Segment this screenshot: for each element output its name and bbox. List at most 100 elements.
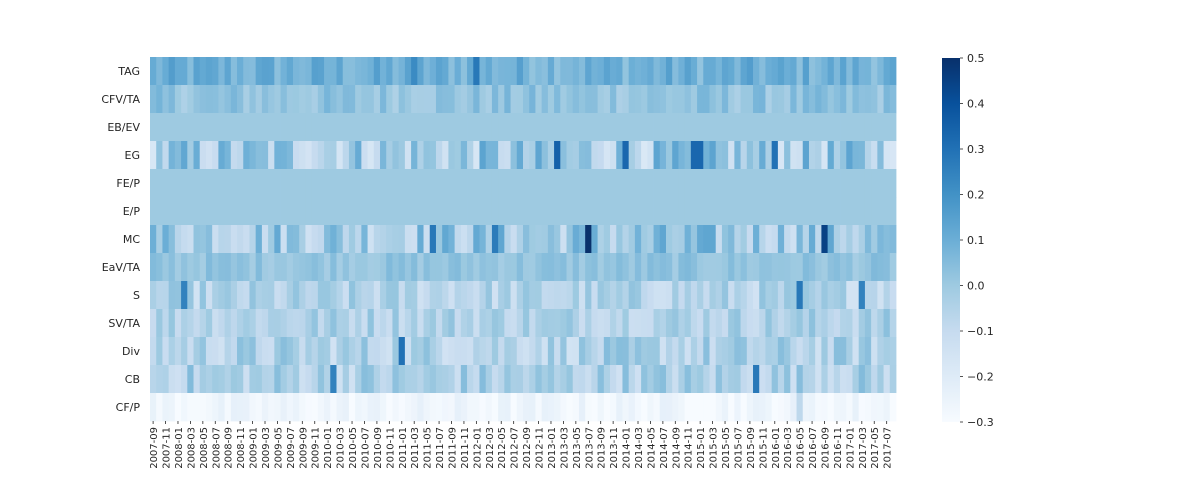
heatmap-cell [734,225,741,254]
heatmap-cell [516,85,524,114]
heatmap-cell [268,393,275,422]
x-tick-label: 2013-09 [597,427,608,469]
heatmap-cell [709,141,717,170]
heatmap-cell [523,253,530,282]
heatmap-cell [628,337,636,366]
heatmap-cell [610,197,617,226]
heatmap-cell [753,57,760,86]
heatmap-cell [566,253,574,282]
heatmap-cell [690,141,698,170]
heatmap-cell [765,85,773,114]
heatmap-cell [162,309,170,338]
heatmap-cell [230,85,238,114]
heatmap-cell [622,365,630,394]
heatmap-cell [833,113,841,142]
heatmap-cell [864,365,872,394]
heatmap-cell [367,225,375,254]
heatmap-cell [771,85,779,114]
heatmap-cell [740,365,748,394]
heatmap-cell [386,57,393,86]
heatmap-cell [572,225,580,254]
heatmap-cell [355,393,362,422]
heatmap-cell [168,85,176,114]
heatmap-cell [187,197,194,226]
heatmap-cell [392,141,400,170]
heatmap-cell [634,253,642,282]
heatmap-cell [815,57,822,86]
heatmap-cell [367,365,375,394]
heatmap-cell [237,309,244,338]
heatmap-cell [523,337,530,366]
x-tick-label: 2013-01 [547,427,558,469]
heatmap-cell [193,281,201,310]
heatmap-cell [684,393,692,422]
heatmap-cell [417,309,424,338]
heatmap-cell [678,225,686,254]
row-label: EB/EV [107,121,140,134]
heatmap-cell [523,197,530,226]
heatmap-cell [516,253,524,282]
heatmap-cell [342,225,350,254]
heatmap-cell [404,309,412,338]
heatmap-cell [373,141,381,170]
heatmap-cell [585,393,592,422]
heatmap-cell [230,197,238,226]
heatmap-cell [690,225,698,254]
heatmap-cell [697,225,704,254]
heatmap-cell [448,169,456,198]
x-tick-label: 2014-01 [622,427,633,469]
heatmap-cell [777,225,785,254]
heatmap-cell [566,113,574,142]
heatmap-cell [299,141,306,170]
heatmap-cell [852,169,860,198]
heatmap-cell [728,393,735,422]
heatmap-cell [591,85,598,114]
heatmap-cell [529,281,536,310]
heatmap-cell [678,57,686,86]
heatmap-cell [417,85,424,114]
heatmap-cell [821,225,829,254]
heatmap-cell [348,141,356,170]
heatmap-cell [547,225,555,254]
heatmap-cell [740,337,748,366]
heatmap-cell [790,365,797,394]
heatmap-cell [491,197,499,226]
heatmap-cell [249,141,257,170]
heatmap-cell [448,225,456,254]
heatmap-cell [311,225,319,254]
x-tick-label: 2013-07 [584,427,595,469]
heatmap-cell [597,85,605,114]
heatmap-cell [697,365,704,394]
heatmap-cell [336,197,344,226]
heatmap-cell [802,169,810,198]
heatmap-cell [765,113,773,142]
heatmap-cell [560,169,567,198]
heatmap-cell [889,113,897,142]
heatmap-cell [224,113,232,142]
heatmap-cell [404,169,412,198]
heatmap-cell [603,113,611,142]
heatmap-cell [392,113,400,142]
heatmap-cell [678,365,686,394]
heatmap-cell [429,197,437,226]
heatmap-cell [261,169,269,198]
heatmap-cell [224,169,232,198]
heatmap-cell [746,141,754,170]
heatmap-cell [703,365,710,394]
heatmap-cell [224,197,232,226]
heatmap-cell [498,169,505,198]
heatmap-cell [150,225,157,254]
heatmap-cell [280,393,288,422]
x-tick-label: 2017-05 [870,427,881,469]
heatmap-cell [535,253,543,282]
heatmap-cell [523,309,530,338]
heatmap-cell [852,337,860,366]
heatmap-cell [690,253,698,282]
heatmap-cell [560,253,567,282]
heatmap-cell [423,141,431,170]
heatmap-cell [784,225,791,254]
heatmap-cell [448,393,456,422]
heatmap-cell [249,113,257,142]
heatmap-cell [709,309,717,338]
heatmap-cell [174,393,182,422]
